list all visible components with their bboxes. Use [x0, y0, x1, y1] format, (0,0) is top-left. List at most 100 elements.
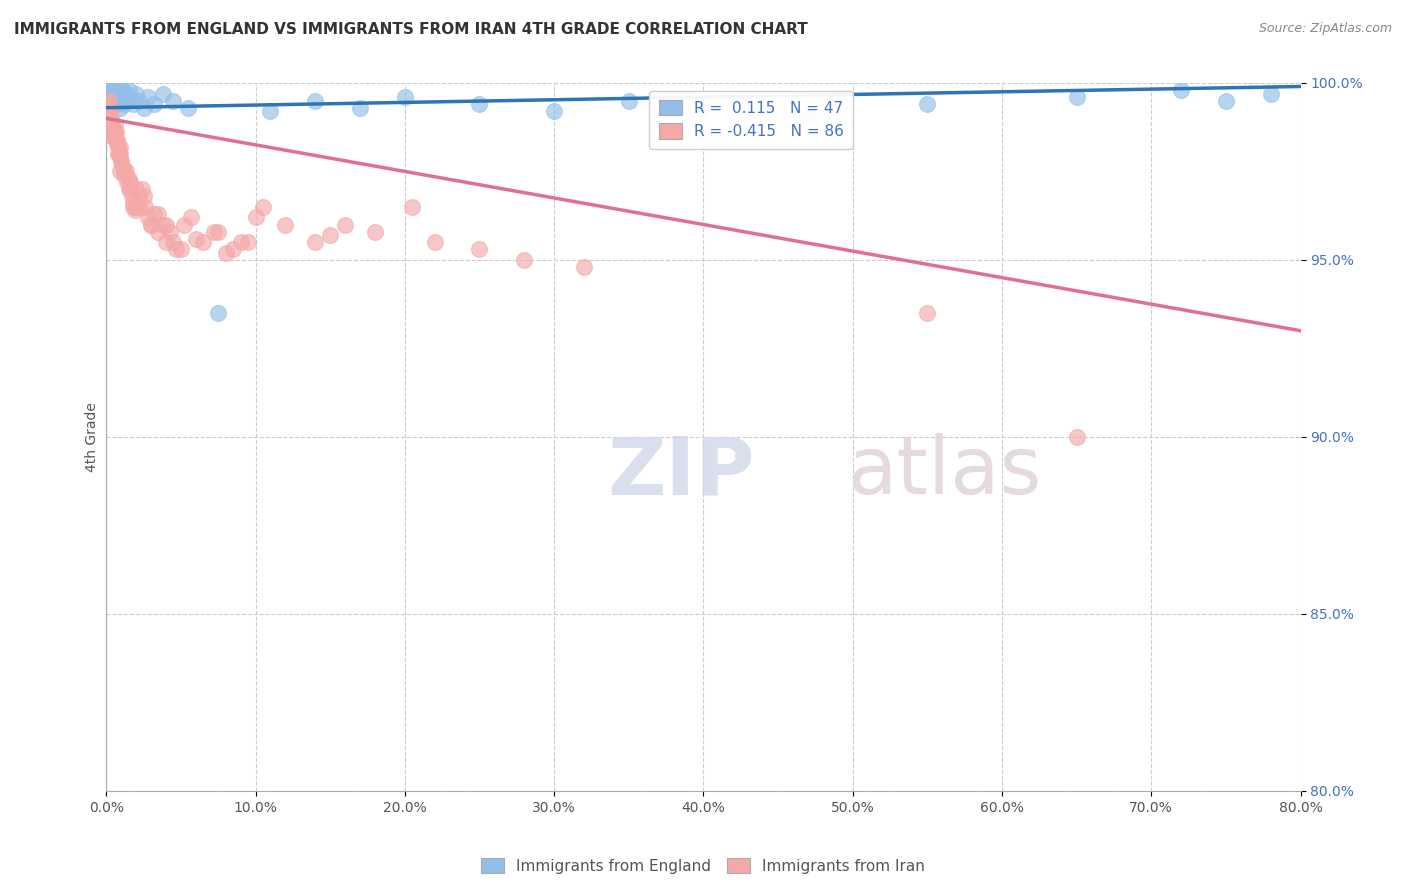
- Point: [114, 164, 136, 178]
- Point: [143, 97, 166, 112]
- Point: [333, 218, 356, 232]
- Point: [304, 94, 326, 108]
- Point: [162, 94, 184, 108]
- Point: [110, 146, 132, 161]
- Point: [114, 87, 136, 101]
- Point: [304, 235, 326, 250]
- Point: [131, 182, 153, 196]
- Point: [134, 200, 156, 214]
- Point: [319, 228, 342, 243]
- Point: [349, 101, 371, 115]
- Point: [128, 200, 150, 214]
- Point: [128, 94, 150, 108]
- Point: [100, 119, 122, 133]
- Point: [103, 129, 125, 144]
- Point: [105, 132, 128, 146]
- Point: [98, 112, 121, 126]
- Point: [104, 79, 127, 94]
- Point: [97, 94, 120, 108]
- Point: [572, 260, 595, 274]
- Point: [364, 225, 387, 239]
- Point: [101, 122, 124, 136]
- Point: [97, 90, 120, 104]
- Point: [207, 225, 229, 239]
- Point: [143, 207, 166, 221]
- Point: [139, 218, 162, 232]
- Point: [107, 94, 129, 108]
- Point: [202, 225, 225, 239]
- Point: [110, 87, 132, 101]
- Point: [401, 200, 423, 214]
- Point: [108, 164, 131, 178]
- Point: [122, 200, 145, 214]
- Point: [184, 232, 207, 246]
- Point: [917, 306, 939, 320]
- Legend: R =  0.115   N = 47, R = -0.415   N = 86: R = 0.115 N = 47, R = -0.415 N = 86: [650, 91, 853, 149]
- Point: [105, 97, 128, 112]
- Point: [104, 126, 127, 140]
- Point: [124, 203, 146, 218]
- Point: [170, 242, 193, 256]
- Point: [122, 196, 145, 211]
- Point: [101, 115, 124, 129]
- Point: [155, 235, 177, 250]
- Point: [103, 126, 125, 140]
- Point: [152, 218, 174, 232]
- Point: [180, 211, 202, 225]
- Text: Source: ZipAtlas.com: Source: ZipAtlas.com: [1258, 22, 1392, 36]
- Point: [104, 126, 127, 140]
- Point: [100, 129, 122, 144]
- Point: [125, 182, 148, 196]
- Point: [104, 119, 127, 133]
- Point: [101, 122, 124, 136]
- Point: [105, 136, 128, 150]
- Point: [128, 189, 150, 203]
- Text: IMMIGRANTS FROM ENGLAND VS IMMIGRANTS FROM IRAN 4TH GRADE CORRELATION CHART: IMMIGRANTS FROM ENGLAND VS IMMIGRANTS FR…: [14, 22, 808, 37]
- Point: [101, 87, 124, 101]
- Point: [125, 200, 148, 214]
- Point: [112, 168, 135, 182]
- Point: [117, 171, 139, 186]
- Point: [394, 90, 416, 104]
- Point: [100, 119, 122, 133]
- Point: [252, 200, 274, 214]
- Point: [797, 108, 820, 122]
- Point: [117, 182, 139, 196]
- Legend: Immigrants from England, Immigrants from Iran: Immigrants from England, Immigrants from…: [475, 852, 931, 880]
- Point: [98, 104, 121, 119]
- Point: [111, 83, 134, 97]
- Point: [100, 112, 122, 126]
- Point: [468, 242, 491, 256]
- Text: ZIP: ZIP: [607, 434, 755, 511]
- Point: [107, 146, 129, 161]
- Point: [222, 242, 245, 256]
- Point: [115, 175, 138, 189]
- Point: [513, 252, 536, 267]
- Point: [152, 87, 174, 101]
- Point: [97, 101, 120, 115]
- Point: [103, 129, 125, 144]
- Point: [543, 104, 565, 119]
- Point: [115, 94, 138, 108]
- Point: [98, 83, 121, 97]
- Point: [107, 136, 129, 150]
- Point: [112, 90, 135, 104]
- Point: [107, 139, 129, 153]
- Point: [125, 87, 148, 101]
- Point: [1066, 90, 1088, 104]
- Point: [120, 90, 142, 104]
- Point: [468, 97, 491, 112]
- Point: [112, 164, 135, 178]
- Point: [155, 218, 177, 232]
- Point: [423, 235, 446, 250]
- Point: [121, 189, 143, 203]
- Point: [104, 90, 127, 104]
- Point: [132, 189, 155, 203]
- Point: [111, 94, 134, 108]
- Point: [120, 182, 142, 196]
- Y-axis label: 4th Grade: 4th Grade: [86, 402, 100, 472]
- Point: [103, 94, 125, 108]
- Point: [148, 225, 170, 239]
- Point: [136, 211, 159, 225]
- Point: [110, 101, 132, 115]
